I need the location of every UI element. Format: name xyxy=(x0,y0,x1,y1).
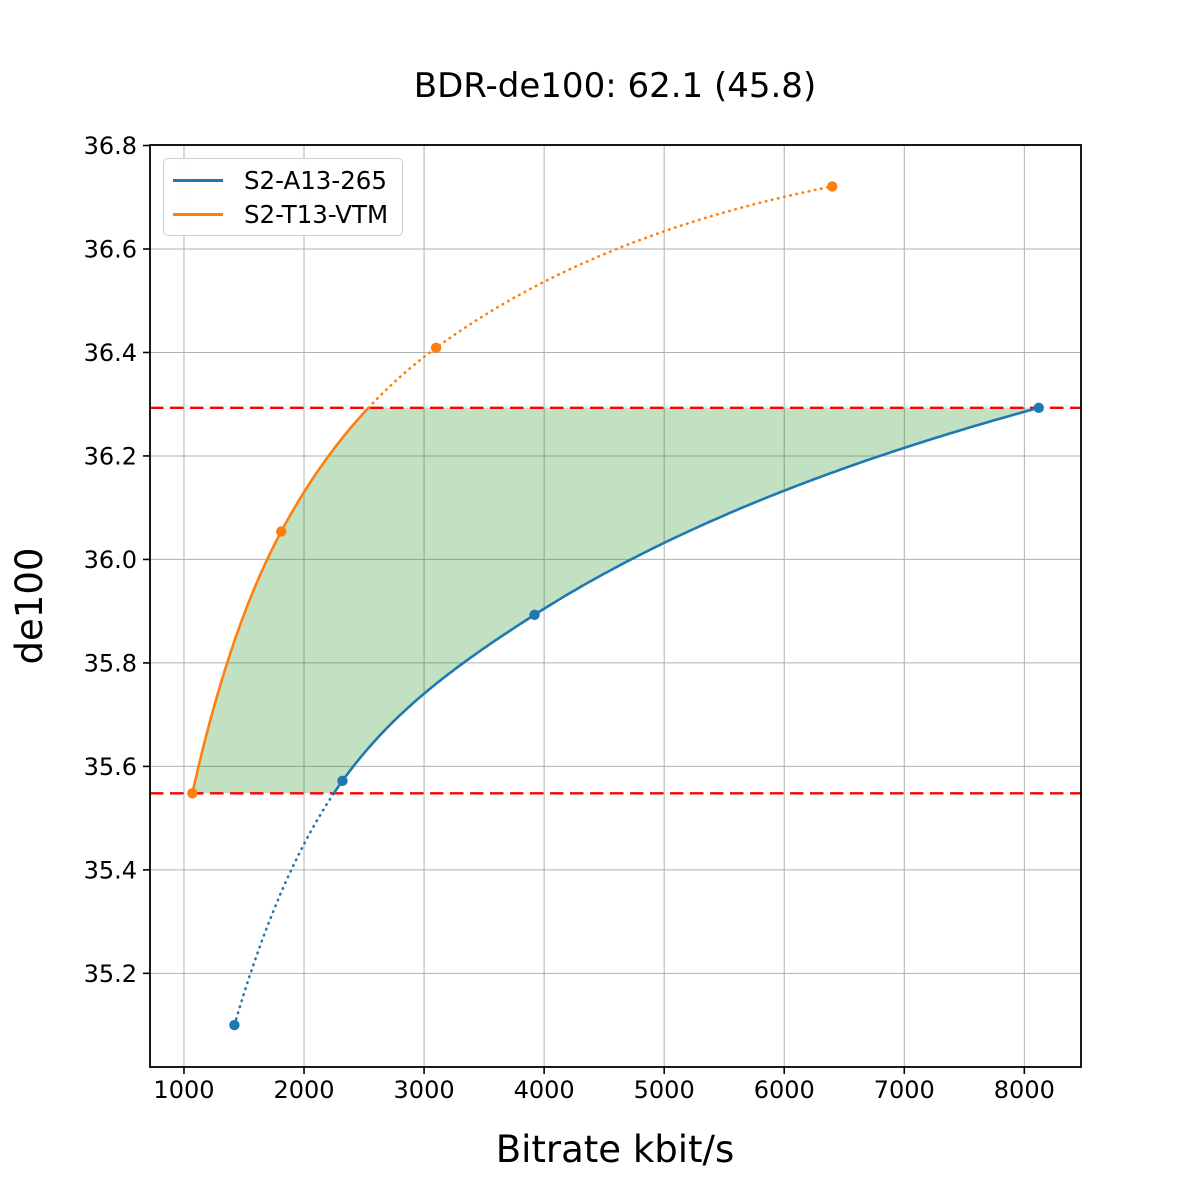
legend-item: S2-A13-265 xyxy=(164,164,402,196)
series-S2-T13-VTM-data-point xyxy=(430,342,442,354)
series-S2-T13-VTM-curve-dotted xyxy=(367,185,834,410)
series-S2-A13-265-data-point xyxy=(1033,402,1044,414)
series-S2-A13-265-curve xyxy=(332,406,1040,794)
y-tick-label: 36.6 xyxy=(84,235,137,263)
x-tick-label: 5000 xyxy=(634,1076,695,1104)
legend: S2-A13-265 S2-T13-VTM xyxy=(163,158,403,236)
y-tick-label: 36.0 xyxy=(84,546,137,574)
series-S2-T13-VTM-data-point xyxy=(827,181,838,192)
y-tick-label: 35.2 xyxy=(84,960,137,988)
series-S2-A13-265-curve-dotted xyxy=(233,792,336,1027)
y-tick-label: 35.4 xyxy=(84,856,137,884)
x-axis-label: Bitrate kbit/s xyxy=(495,1128,735,1171)
axes-frame xyxy=(149,144,1082,1068)
bd-rate-shaded-region xyxy=(192,407,1039,794)
series-S2-A13-265-data-point xyxy=(529,609,540,620)
y-tick-label: 36.2 xyxy=(84,442,137,470)
series-S2-T13-VTM-data-point xyxy=(276,526,287,537)
series-S2-T13-VTM-data-point xyxy=(187,788,198,799)
y-tick-label: 36.4 xyxy=(84,339,137,367)
y-tick-label: 35.6 xyxy=(84,753,137,781)
legend-item-label: S2-A13-265 xyxy=(244,165,387,195)
x-tick-label: 7000 xyxy=(874,1076,935,1104)
x-tick-label: 3000 xyxy=(394,1076,455,1104)
legend-line-sample-icon xyxy=(173,178,223,182)
x-tick-label: 1000 xyxy=(153,1076,214,1104)
series-S2-T13-VTM-curve xyxy=(191,406,370,794)
legend-item: S2-T13-VTM xyxy=(164,198,402,230)
y-axis-label: de100 xyxy=(8,547,51,665)
series-S2-A13-265-data-point xyxy=(229,1019,240,1031)
series-S2-A13-265-data-point xyxy=(337,775,348,787)
legend-item-label: S2-T13-VTM xyxy=(244,199,389,229)
x-tick-label: 6000 xyxy=(754,1076,815,1104)
x-tick-label: 2000 xyxy=(273,1076,334,1104)
x-tick-label: 8000 xyxy=(994,1076,1055,1104)
chart-title: BDR-de100: 62.1 (45.8) xyxy=(413,66,817,106)
y-tick-label: 36.8 xyxy=(84,132,137,160)
x-tick-label: 4000 xyxy=(514,1076,575,1104)
y-tick-label: 35.8 xyxy=(84,649,137,677)
legend-line-sample-icon xyxy=(173,212,223,216)
